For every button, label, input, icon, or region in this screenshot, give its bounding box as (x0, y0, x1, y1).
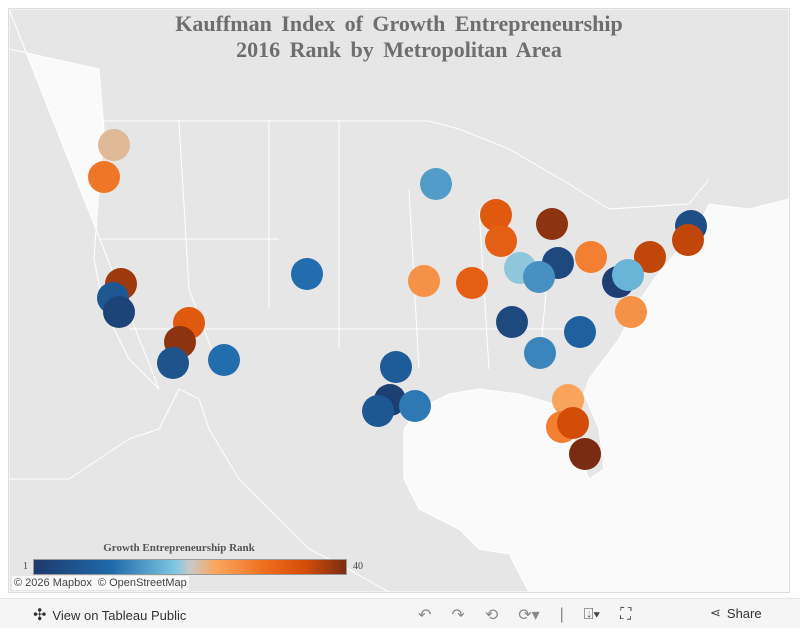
metro-marker[interactable] (88, 161, 120, 193)
map-visualization[interactable]: Kauffman Index of Growth Entrepreneurshi… (8, 8, 790, 593)
download-icon[interactable]: ⍗▾ (583, 606, 601, 623)
metro-marker[interactable] (615, 296, 647, 328)
metro-marker[interactable] (380, 351, 412, 383)
legend-max: 40 (353, 561, 363, 572)
map-attribution[interactable]: © 2026 Mapbox © OpenStreetMap (12, 576, 189, 590)
metro-marker[interactable] (420, 168, 452, 200)
legend-title: Growth Entrepreneurship Rank (103, 542, 255, 554)
tableau-logo-icon: ✣ (33, 607, 47, 624)
metro-marker[interactable] (208, 344, 240, 376)
metro-marker[interactable] (98, 129, 130, 161)
share-icon: ⋖ (710, 605, 721, 620)
metro-marker[interactable] (399, 390, 431, 422)
toolbar-divider: | (559, 606, 564, 623)
metro-marker[interactable] (569, 438, 601, 470)
redo-icon[interactable]: ↷ (451, 607, 465, 624)
color-legend: Growth Entrepreneurship Rank 1 40 (19, 542, 363, 575)
metro-marker[interactable] (523, 261, 555, 293)
metro-marker[interactable] (557, 407, 589, 439)
metro-marker[interactable] (575, 241, 607, 273)
share-button[interactable]: ⋖ Share (710, 605, 762, 621)
revert-icon[interactable]: ⟲ (484, 607, 499, 624)
fullscreen-icon[interactable]: ⛶ (620, 606, 632, 623)
metro-marker[interactable] (672, 224, 704, 256)
metro-marker[interactable] (157, 347, 189, 379)
tableau-toolbar: ✣ View on Tableau Public ↶ ↷ ⟲ ⟳▾ | ⍗▾ ⛶… (0, 598, 800, 628)
metro-marker[interactable] (536, 208, 568, 240)
metro-marker[interactable] (564, 316, 596, 348)
metro-marker[interactable] (362, 395, 394, 427)
legend-min: 1 (23, 561, 28, 572)
metro-marker[interactable] (485, 225, 517, 257)
refresh-icon[interactable]: ⟳▾ (518, 607, 540, 624)
metro-marker[interactable] (496, 306, 528, 338)
metro-marker[interactable] (103, 296, 135, 328)
metro-marker[interactable] (456, 267, 488, 299)
view-on-tableau-label: View on Tableau Public (52, 607, 187, 623)
share-label: Share (726, 605, 762, 621)
undo-icon[interactable]: ↶ (418, 607, 432, 624)
metro-marker[interactable] (612, 259, 644, 291)
legend-gradient-bar (33, 559, 347, 575)
title-line-2: 2016 Rank by Metropolitan Area (236, 37, 562, 62)
metro-marker[interactable] (480, 199, 512, 231)
map-canvas[interactable] (9, 9, 789, 592)
metro-marker[interactable] (408, 265, 440, 297)
view-on-tableau-public-link[interactable]: ✣ View on Tableau Public (33, 605, 186, 625)
metro-marker[interactable] (291, 258, 323, 290)
metro-marker[interactable] (634, 241, 666, 273)
metro-marker[interactable] (524, 337, 556, 369)
title-line-1: Kauffman Index of Growth Entrepreneurshi… (175, 11, 623, 36)
